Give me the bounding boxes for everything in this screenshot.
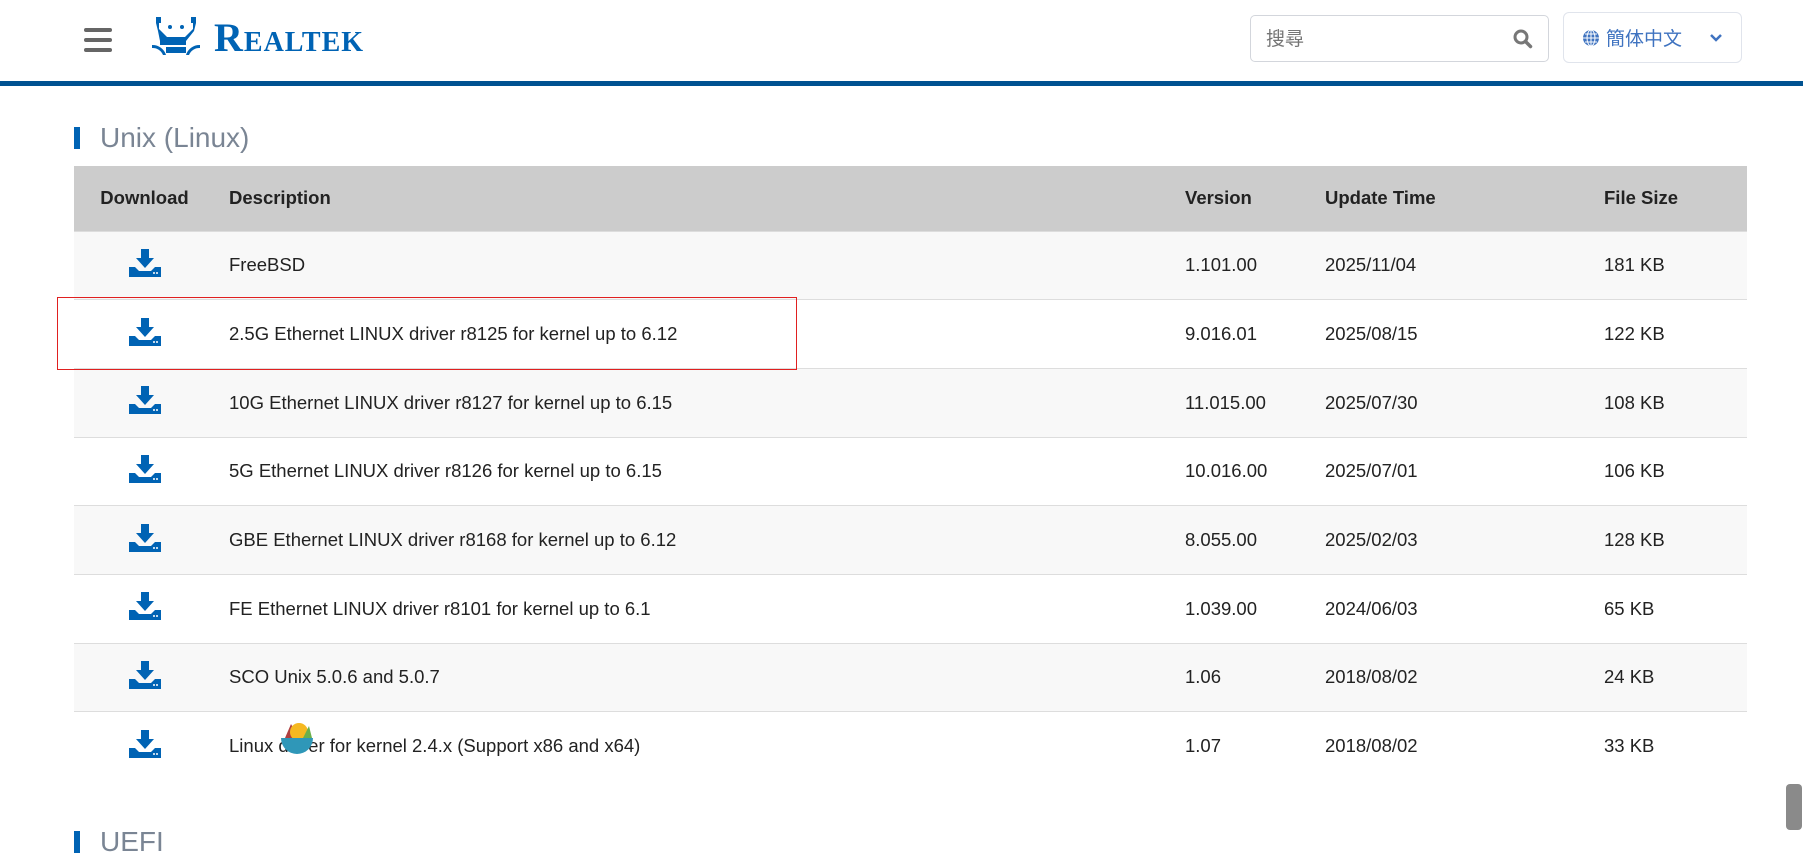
- column-header-description: Description: [215, 166, 1185, 231]
- table-row: 5G Ethernet LINUX driver r8126 for kerne…: [74, 436, 1747, 506]
- chevron-down-icon: [1710, 33, 1722, 42]
- table-row: Linux driver for kernel 2.4.x (Support x…: [74, 711, 1747, 781]
- update-time-cell: 2025/07/30: [1325, 367, 1604, 438]
- floating-bowl-icon[interactable]: [279, 722, 315, 762]
- download-icon[interactable]: [128, 386, 161, 419]
- update-time-cell: 2018/08/02: [1325, 642, 1604, 712]
- update-time-cell: 2025/02/03: [1325, 505, 1604, 575]
- file-size-cell: 65 KB: [1604, 573, 1747, 644]
- search-input[interactable]: [1266, 27, 1513, 50]
- column-header-version: Version: [1185, 166, 1325, 231]
- description-cell: 10G Ethernet LINUX driver r8127 for kern…: [215, 367, 1185, 438]
- version-cell: 1.07: [1185, 711, 1325, 781]
- download-icon[interactable]: [128, 317, 161, 351]
- column-header-download: Download: [74, 166, 215, 231]
- file-size-cell: 106 KB: [1604, 436, 1747, 506]
- version-cell: 1.101.00: [1185, 230, 1325, 300]
- crab-logo-icon: [152, 16, 200, 55]
- table-row: FE Ethernet LINUX driver r8101 for kerne…: [74, 573, 1747, 644]
- description-cell: 2.5G Ethernet LINUX driver r8125 for ker…: [215, 299, 1185, 369]
- download-icon[interactable]: [128, 660, 161, 694]
- download-icon[interactable]: [128, 523, 161, 557]
- description-cell: FreeBSD: [215, 230, 1185, 300]
- description-cell: Linux driver for kernel 2.4.x (Support x…: [215, 711, 1185, 781]
- table-row: 2.5G Ethernet LINUX driver r8125 for ker…: [74, 299, 1747, 369]
- globe-icon: [1583, 29, 1599, 46]
- update-time-cell: 2025/07/01: [1325, 436, 1604, 506]
- version-cell: 9.016.01: [1185, 299, 1325, 369]
- logo-text: Realtek: [214, 15, 365, 60]
- download-icon[interactable]: [128, 248, 161, 282]
- version-cell: 8.055.00: [1185, 505, 1325, 575]
- download-icon[interactable]: [128, 592, 161, 625]
- column-header-file-size: File Size: [1604, 166, 1747, 231]
- version-cell: 11.015.00: [1185, 367, 1325, 438]
- description-cell: SCO Unix 5.0.6 and 5.0.7: [215, 642, 1185, 712]
- file-size-cell: 128 KB: [1604, 505, 1747, 575]
- table-row: GBE Ethernet LINUX driver r8168 for kern…: [74, 505, 1747, 575]
- download-icon[interactable]: [128, 729, 161, 763]
- search-icon[interactable]: [1513, 29, 1533, 49]
- menu-icon[interactable]: [84, 28, 112, 52]
- scrollbar-thumb[interactable]: [1786, 784, 1802, 830]
- download-icon[interactable]: [128, 454, 161, 488]
- description-cell: 5G Ethernet LINUX driver r8126 for kerne…: [215, 436, 1185, 506]
- file-size-cell: 24 KB: [1604, 642, 1747, 712]
- version-cell: 1.06: [1185, 642, 1325, 712]
- update-time-cell: 2025/08/15: [1325, 299, 1604, 369]
- search-box[interactable]: [1250, 15, 1549, 62]
- language-label: 簡体中文: [1606, 28, 1683, 50]
- downloads-table: Download Description Version Update Time…: [74, 166, 1747, 781]
- header-divider: [0, 81, 1803, 86]
- update-time-cell: 2024/06/03: [1325, 573, 1604, 644]
- table-row: FreeBSD 1.101.00 2025/11/04 181 KB: [74, 230, 1747, 300]
- file-size-cell: 181 KB: [1604, 230, 1747, 300]
- file-size-cell: 108 KB: [1604, 367, 1747, 438]
- section-title: Unix (Linux): [100, 122, 250, 153]
- version-cell: 1.039.00: [1185, 573, 1325, 644]
- update-time-cell: 2025/11/04: [1325, 230, 1604, 300]
- file-size-cell: 33 KB: [1604, 711, 1747, 781]
- description-cell: FE Ethernet LINUX driver r8101 for kerne…: [215, 573, 1185, 644]
- update-time-cell: 2018/08/02: [1325, 711, 1604, 781]
- section-title-next: UEFI: [100, 826, 164, 857]
- file-size-cell: 122 KB: [1604, 299, 1747, 369]
- section-heading: Unix (Linux): [74, 122, 249, 154]
- column-header-update-time: Update Time: [1325, 166, 1604, 231]
- language-selector[interactable]: 簡体中文: [1563, 12, 1742, 63]
- version-cell: 10.016.00: [1185, 436, 1325, 506]
- realtek-logo[interactable]: Realtek: [148, 14, 364, 61]
- section-heading-next: UEFI: [74, 826, 164, 858]
- description-cell: GBE Ethernet LINUX driver r8168 for kern…: [215, 505, 1185, 575]
- table-row: 10G Ethernet LINUX driver r8127 for kern…: [74, 367, 1747, 438]
- table-row: SCO Unix 5.0.6 and 5.0.7 1.06 2018/08/02…: [74, 642, 1747, 712]
